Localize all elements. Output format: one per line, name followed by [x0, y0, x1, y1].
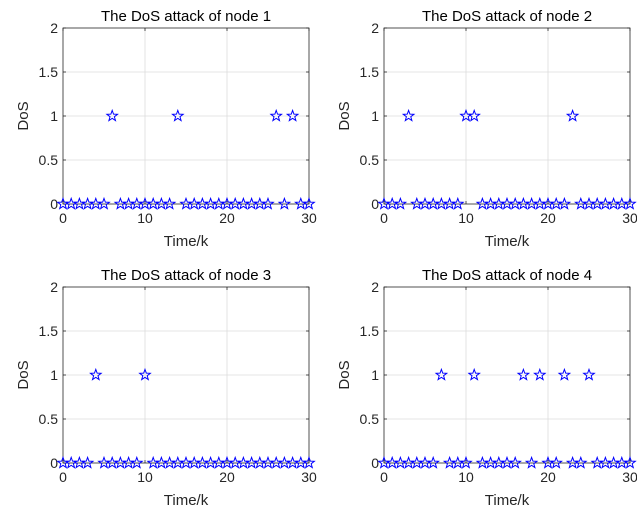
x-tick-label: 20	[540, 210, 556, 226]
chart-title: The DoS attack of node 2	[422, 8, 592, 25]
x-tick-label: 0	[380, 469, 388, 485]
y-axis-label: DoS	[15, 101, 32, 130]
y-tick-label: 2	[50, 279, 58, 295]
x-tick-label: 20	[540, 469, 556, 485]
y-axis-label: DoS	[336, 101, 353, 130]
x-tick-label: 10	[458, 210, 474, 226]
x-tick-label: 0	[59, 469, 67, 485]
data-point-star	[277, 196, 292, 210]
y-tick-label: 1.5	[39, 323, 59, 339]
data-point-star	[138, 367, 152, 381]
data-point-star	[533, 367, 547, 381]
data-point-star	[459, 455, 473, 469]
y-tick-label: 1	[371, 367, 379, 383]
data-point-star	[130, 455, 144, 469]
data-point-star	[623, 455, 637, 469]
x-tick-label: 10	[137, 469, 153, 485]
data-point-star	[467, 108, 481, 122]
x-tick-label: 30	[301, 469, 317, 485]
data-point-star	[80, 455, 95, 469]
data-point-star	[171, 108, 185, 122]
chart-title: The DoS attack of node 4	[422, 267, 592, 284]
data-point-star	[302, 455, 316, 469]
data-point-star	[524, 455, 539, 469]
x-tick-label: 0	[380, 210, 388, 226]
data-point-star	[516, 367, 531, 381]
chart-panel-node-2: 0 10 20 30 0 0.5 1 1.5 2 The DoS attack of node 2…	[336, 8, 637, 250]
data-point-star	[285, 108, 300, 122]
data-point-star	[574, 455, 588, 469]
data-point-star	[508, 455, 522, 469]
y-tick-label: 1.5	[39, 64, 59, 80]
y-tick-label: 0	[50, 455, 58, 471]
y-tick-label: 1.5	[360, 323, 380, 339]
data-point-star	[582, 367, 596, 381]
x-tick-label: 20	[219, 210, 235, 226]
data-point-star	[302, 196, 316, 210]
data-point-star	[269, 108, 283, 122]
y-tick-label: 0	[371, 455, 379, 471]
y-tick-label: 2	[371, 279, 379, 295]
x-tick-label: 0	[59, 210, 67, 226]
chart-panel-node-3: 0 10 20 30 0 0.5 1 1.5 2 The DoS attack of node 3…	[15, 267, 317, 509]
y-axis-label: DoS	[336, 360, 353, 389]
y-tick-label: 0	[50, 196, 58, 212]
data-point-star	[557, 367, 572, 381]
y-tick-label: 1	[50, 108, 58, 124]
data-point-star	[105, 108, 119, 122]
x-tick-label: 20	[219, 469, 235, 485]
data-point-star	[623, 196, 637, 210]
x-tick-label: 30	[622, 469, 637, 485]
x-axis-label: Time/k	[485, 233, 530, 250]
x-axis-label: Time/k	[164, 492, 209, 509]
data-point-star	[97, 196, 111, 210]
chart-title: The DoS attack of node 3	[101, 267, 271, 284]
y-tick-label: 0.5	[360, 152, 380, 168]
y-tick-label: 2	[371, 20, 379, 36]
data-point-star	[565, 108, 580, 122]
data-point-star	[261, 196, 275, 210]
x-tick-label: 30	[622, 210, 637, 226]
data-point-star	[557, 196, 572, 210]
y-tick-label: 0.5	[39, 411, 59, 427]
x-axis-label: Time/k	[164, 233, 209, 250]
data-point-star	[393, 196, 408, 210]
y-tick-label: 0	[371, 196, 379, 212]
chart-panel-node-1: 0 10 20 30 0 0.5 1 1.5 2 The DoS attack of node 1…	[15, 8, 317, 250]
y-tick-label: 2	[50, 20, 58, 36]
data-point-star	[451, 196, 465, 210]
y-tick-label: 0.5	[39, 152, 59, 168]
data-point-star	[467, 367, 481, 381]
chart-panel-node-4: 0 10 20 30 0 0.5 1 1.5 2 The DoS attack of node 4…	[336, 267, 637, 509]
data-point-star	[89, 367, 103, 381]
data-point-star	[549, 455, 563, 469]
y-tick-label: 1.5	[360, 64, 380, 80]
x-axis-label: Time/k	[485, 492, 530, 509]
x-tick-label: 10	[458, 469, 474, 485]
data-point-star	[434, 367, 449, 381]
data-point-star	[426, 455, 440, 469]
data-point-star	[162, 196, 177, 210]
y-tick-label: 1	[50, 367, 58, 383]
chart-title: The DoS attack of node 1	[101, 8, 271, 25]
y-tick-label: 0.5	[360, 411, 380, 427]
y-tick-label: 1	[371, 108, 379, 124]
x-tick-label: 30	[301, 210, 317, 226]
x-tick-label: 10	[137, 210, 153, 226]
y-axis-label: DoS	[15, 360, 32, 389]
data-point-star	[401, 108, 416, 122]
